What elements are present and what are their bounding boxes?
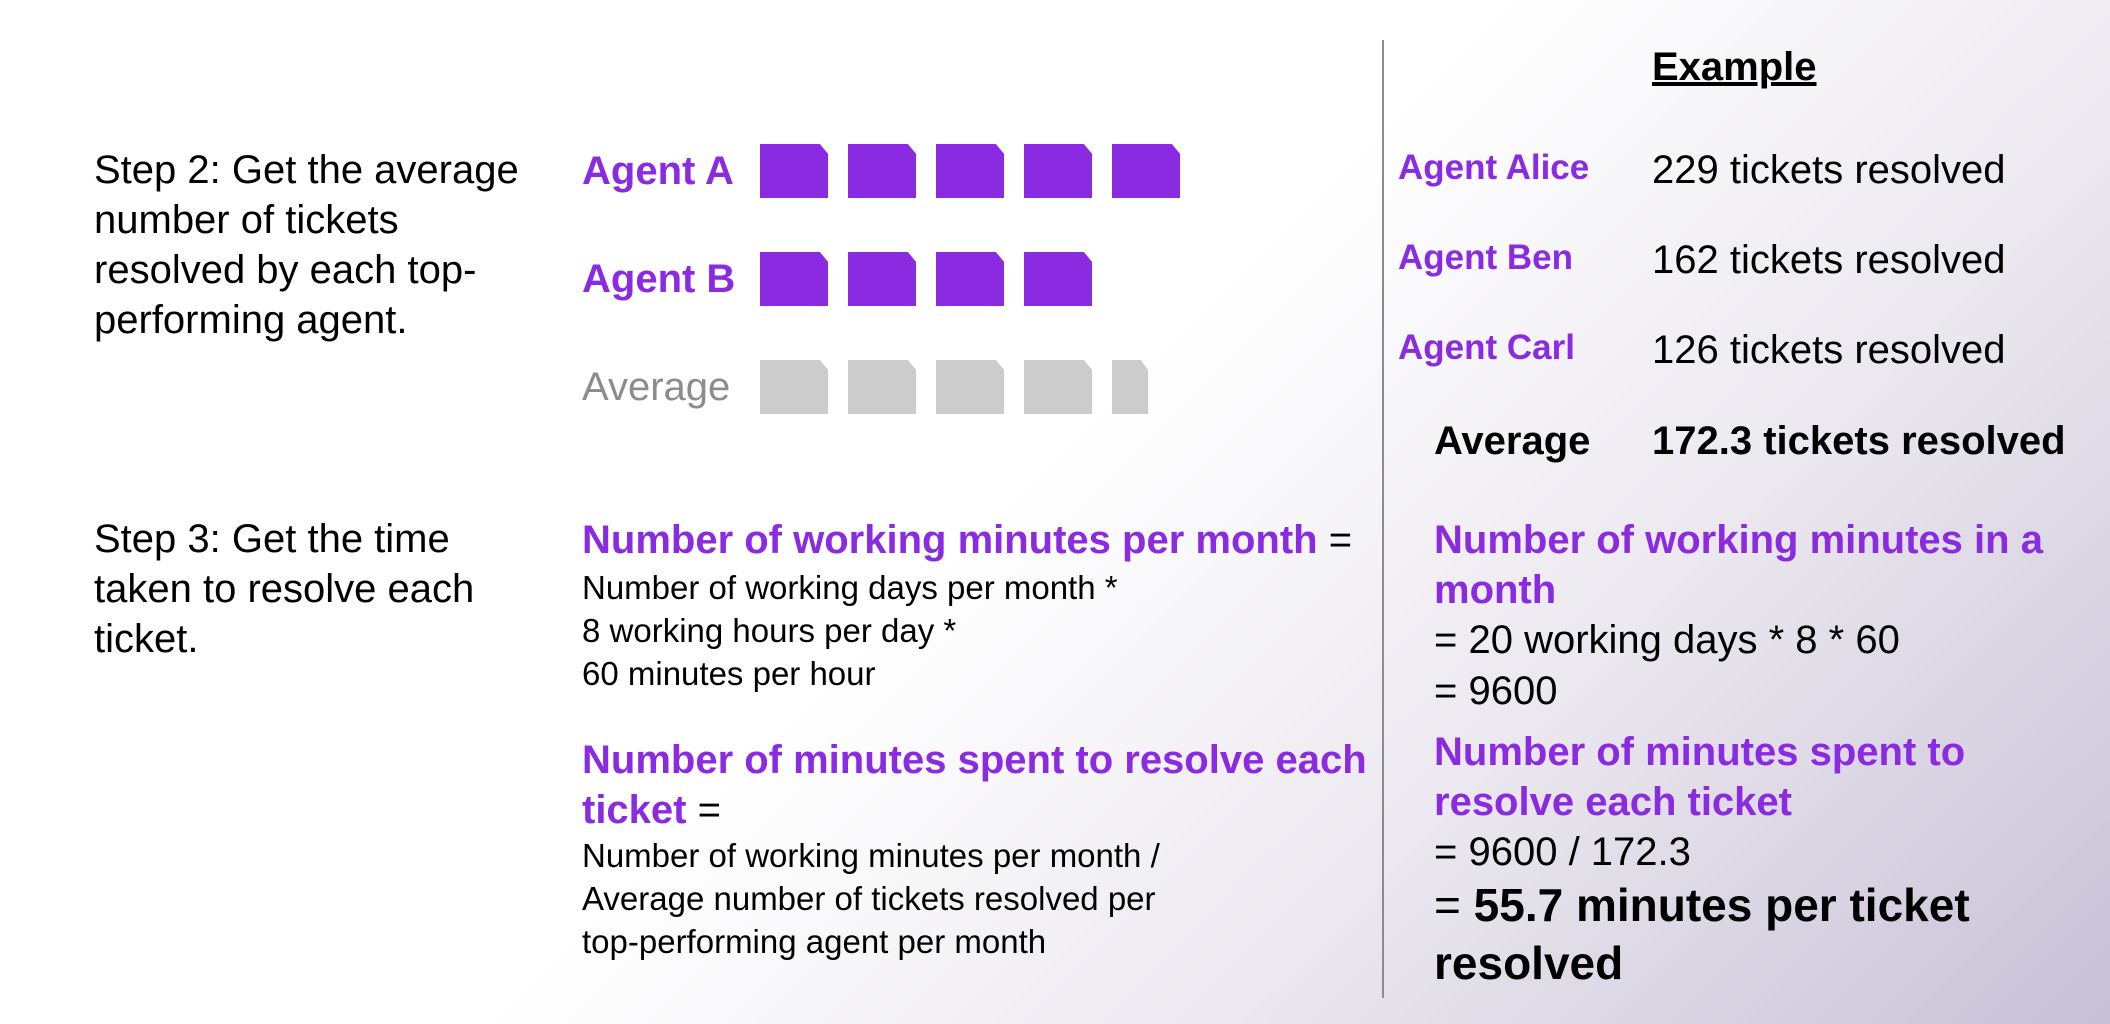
formula-line: 60 minutes per hour bbox=[582, 655, 876, 692]
ticket-tile bbox=[1112, 144, 1180, 198]
ticket-tile bbox=[1024, 144, 1092, 198]
average-label: Average bbox=[582, 365, 731, 409]
example-working-minutes-result: = 9600 bbox=[1434, 669, 1558, 713]
average-ticket-row bbox=[760, 360, 1180, 416]
formula-line: Number of working minutes per month / bbox=[582, 837, 1160, 874]
column-divider bbox=[1382, 40, 1384, 998]
step-2-text: Step 2: Get the average number of ticket… bbox=[94, 148, 519, 342]
result-value: 55.7 minutes per ticket resolved bbox=[1434, 879, 1970, 989]
example-final-result: = 55.7 minutes per ticket resolved bbox=[1434, 876, 2074, 992]
ticket-tile bbox=[936, 144, 1004, 198]
example-agent-alice: Agent Alice bbox=[1398, 148, 1590, 187]
ticket-tile bbox=[760, 144, 828, 198]
minutes-per-ticket-formula-title: Number of minutes spent to resolve each … bbox=[582, 735, 1372, 835]
working-minutes-formula-title: Number of working minutes per month = bbox=[582, 515, 1382, 565]
ticket-tile bbox=[760, 252, 828, 306]
average-ticket-tile bbox=[1024, 360, 1092, 414]
example-working-minutes-calc: = 20 working days * 8 * 60 bbox=[1434, 618, 1900, 662]
ticket-tile bbox=[848, 252, 916, 306]
step-3-text: Step 3: Get the time taken to resolve ea… bbox=[94, 517, 475, 661]
example-ben-count: 162 tickets resolved bbox=[1652, 238, 2006, 282]
example-title: Example bbox=[1652, 45, 1817, 89]
ticket-tile bbox=[1024, 252, 1092, 306]
formula-line: Average number of tickets resolved per bbox=[582, 880, 1156, 917]
ticket-tile bbox=[848, 144, 916, 198]
formula-line: Number of working days per month * bbox=[582, 569, 1118, 606]
agent-b-label: Agent B bbox=[582, 257, 736, 301]
formula-line: 8 working hours per day * bbox=[582, 612, 957, 649]
agent-a-ticket-row bbox=[760, 144, 1180, 200]
example-agent-carl: Agent Carl bbox=[1398, 328, 1575, 367]
agent-a-label: Agent A bbox=[582, 149, 734, 193]
equals-sign: = bbox=[1328, 518, 1353, 562]
minutes-per-ticket-title-text: Number of minutes spent to resolve each … bbox=[582, 738, 1367, 832]
average-ticket-tile bbox=[1112, 360, 1148, 414]
working-minutes-formula-body: Number of working days per month * 8 wor… bbox=[582, 566, 1362, 695]
equals-sign: = bbox=[697, 788, 721, 832]
example-minutes-per-ticket-calc: = 9600 / 172.3 bbox=[1434, 830, 1691, 874]
ticket-tile bbox=[936, 252, 1004, 306]
average-ticket-tile bbox=[760, 360, 828, 414]
example-minutes-per-ticket-title: Number of minutes spent to resolve each … bbox=[1434, 730, 1966, 824]
example-agent-ben: Agent Ben bbox=[1398, 238, 1573, 277]
example-average-label: Average bbox=[1434, 419, 1591, 463]
result-prefix: = bbox=[1434, 879, 1474, 931]
example-carl-count: 126 tickets resolved bbox=[1652, 328, 2006, 372]
minutes-per-ticket-formula-body: Number of working minutes per month / Av… bbox=[582, 834, 1362, 963]
average-ticket-tile bbox=[936, 360, 1004, 414]
agent-b-ticket-row bbox=[760, 252, 1180, 308]
example-working-minutes-title: Number of working minutes in a month bbox=[1434, 518, 2043, 612]
working-minutes-title-text: Number of working minutes per month bbox=[582, 518, 1318, 562]
example-alice-count: 229 tickets resolved bbox=[1652, 148, 2006, 192]
average-ticket-tile bbox=[848, 360, 916, 414]
formula-line: top-performing agent per month bbox=[582, 923, 1047, 960]
example-average-value: 172.3 tickets resolved bbox=[1652, 419, 2066, 463]
